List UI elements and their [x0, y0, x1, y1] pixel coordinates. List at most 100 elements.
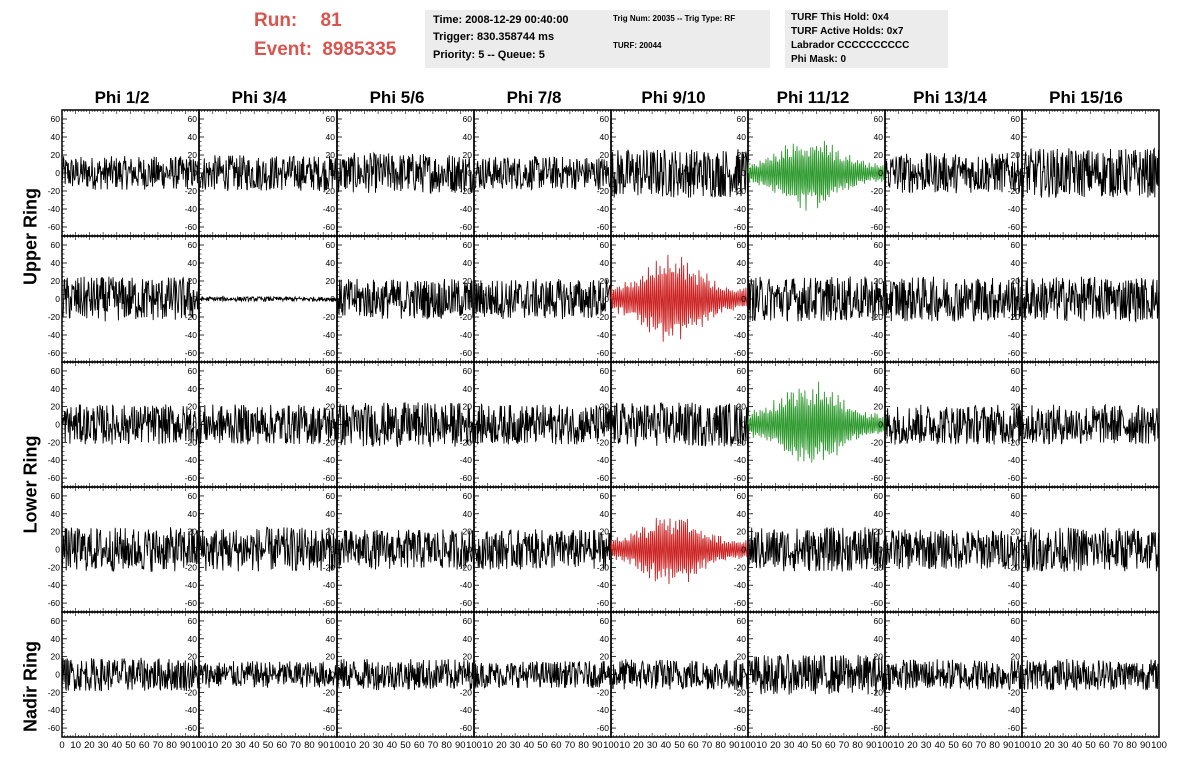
y-tick-label: 60 [1011, 114, 1021, 124]
y-tick-label: 20 [737, 527, 747, 537]
y-tick-label: 20 [188, 652, 198, 662]
y-tick-label: -40 [185, 204, 198, 214]
waveform-trace [610, 254, 749, 342]
waveform-trace [473, 660, 612, 689]
column-header-phi-13-14: Phi 13/14 [913, 88, 987, 107]
y-tick-label: 40 [1011, 384, 1021, 394]
y-tick-label: 20 [463, 652, 473, 662]
y-tick-label: 60 [326, 366, 336, 376]
y-tick-label: -20 [460, 312, 473, 322]
y-tick-label: -40 [597, 580, 610, 590]
y-tick-label: 20 [51, 527, 61, 537]
waveform-trace [198, 295, 338, 303]
waveform-trace [198, 661, 338, 688]
y-tick-label: -60 [1008, 348, 1021, 358]
column-header-phi-5-6: Phi 5/6 [369, 88, 425, 107]
y-tick-label: -20 [597, 312, 610, 322]
y-tick-label: -40 [1008, 580, 1021, 590]
y-tick-label: 20 [51, 402, 61, 412]
y-tick-label: 60 [463, 240, 473, 250]
y-tick-label: 60 [600, 366, 610, 376]
y-tick-label: -20 [597, 186, 610, 196]
y-tick-label: -60 [734, 473, 747, 483]
y-tick-label: -20 [1008, 312, 1021, 322]
turf-active-text: TURF Active Holds: 0x7 [791, 26, 904, 37]
y-tick-label: 60 [600, 491, 610, 501]
waveform-trace [747, 527, 886, 572]
y-tick-label: 60 [874, 240, 884, 250]
turf-text: TURF: 20044 [613, 41, 662, 50]
y-tick-label: 60 [188, 366, 198, 376]
y-tick-label: -60 [597, 473, 610, 483]
y-tick-label: 40 [51, 384, 61, 394]
y-tick-label: 0 [1015, 420, 1020, 430]
y-tick-label: -20 [185, 687, 198, 697]
y-tick-label: -60 [460, 723, 473, 733]
y-tick-label: -40 [323, 330, 336, 340]
y-tick-label: 60 [737, 240, 747, 250]
y-tick-label: -40 [1008, 204, 1021, 214]
y-tick-label: 60 [326, 616, 336, 626]
y-tick-label: -60 [734, 598, 747, 608]
y-tick-label: -60 [597, 723, 610, 733]
event-label: Event: 8985335 [254, 39, 396, 61]
column-header-phi-1-2: Phi 1/2 [94, 88, 150, 107]
y-tick-label: 20 [51, 150, 61, 160]
waveform-trace [1021, 403, 1160, 445]
y-tick-label: 40 [188, 509, 198, 519]
y-tick-label: 40 [326, 634, 336, 644]
y-tick-label: -20 [460, 186, 473, 196]
y-tick-label: 0 [192, 420, 197, 430]
waveform-trace [610, 517, 749, 585]
y-tick-label: -40 [871, 204, 884, 214]
y-tick-label: -60 [597, 598, 610, 608]
y-tick-label: 20 [188, 276, 198, 286]
y-tick-label: 40 [326, 132, 336, 142]
waveform-trace [884, 152, 1023, 194]
y-tick-label: -20 [871, 186, 884, 196]
waveform-trace [336, 659, 475, 691]
y-tick-label: -40 [871, 580, 884, 590]
y-tick-label: -40 [48, 705, 61, 715]
y-tick-label: 40 [600, 132, 610, 142]
y-tick-label: -40 [734, 455, 747, 465]
y-tick-label: 60 [326, 240, 336, 250]
y-tick-label: 60 [188, 491, 198, 501]
y-tick-label: 60 [1011, 491, 1021, 501]
y-tick-label: 60 [51, 616, 61, 626]
y-tick-label: -40 [460, 204, 473, 214]
y-tick-label: 20 [326, 402, 336, 412]
y-tick-label: 40 [874, 509, 884, 519]
waveform-trace [473, 403, 612, 445]
y-tick-label: -60 [871, 473, 884, 483]
y-tick-label: -40 [597, 330, 610, 340]
y-tick-label: 60 [874, 491, 884, 501]
y-tick-label: 20 [600, 402, 610, 412]
y-tick-label: -40 [185, 455, 198, 465]
y-tick-label: 60 [463, 616, 473, 626]
y-tick-label: -40 [1008, 455, 1021, 465]
y-tick-label: -40 [734, 580, 747, 590]
y-tick-label: -40 [597, 455, 610, 465]
y-tick-label: -20 [597, 562, 610, 572]
time-info-panel: Time: 2008-12-29 00:40:00 Trigger: 830.3… [425, 10, 617, 68]
time-text: Time: 2008-12-29 00:40:00 [433, 14, 569, 26]
y-tick-label: -20 [323, 312, 336, 322]
y-tick-label: 20 [600, 276, 610, 286]
column-header-phi-3-4: Phi 3/4 [231, 88, 287, 107]
column-header-phi-9-10: Phi 9/10 [641, 88, 706, 107]
y-tick-label: 20 [463, 402, 473, 412]
y-tick-label: 60 [600, 616, 610, 626]
y-tick-label: -40 [597, 705, 610, 715]
waveform-trace [61, 276, 200, 322]
y-tick-label: -20 [185, 186, 198, 196]
y-tick-label: 60 [326, 491, 336, 501]
waveform-trace [61, 404, 200, 445]
y-tick-label: 0 [330, 294, 335, 304]
y-tick-label: 0 [604, 420, 609, 430]
y-tick-label: 0 [1015, 545, 1020, 555]
y-tick-label: 20 [51, 652, 61, 662]
y-tick-label: 20 [737, 150, 747, 160]
y-tick-label: -60 [871, 598, 884, 608]
waveform-trace [747, 381, 886, 463]
